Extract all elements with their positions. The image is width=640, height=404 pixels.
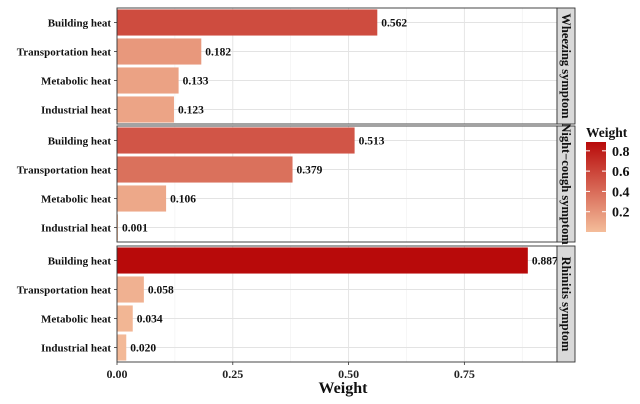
- facet-panel: 0.513 Building heat 0.379 Transportation he…: [17, 123, 576, 245]
- y-tick-label: Building heat: [48, 136, 112, 148]
- bar-value-label: 0.058: [148, 285, 174, 297]
- legend-colorbar: [586, 142, 606, 232]
- facet-strip: [556, 7, 576, 125]
- facet-strip-label: Rhinitis symptom: [559, 257, 573, 352]
- bar-value-label: 0.133: [183, 76, 209, 88]
- bar: [117, 38, 202, 65]
- x-tick-label: 0.00: [107, 367, 128, 381]
- bar-value-label: 0.513: [359, 136, 385, 148]
- legend-tick-label: 0.6: [612, 165, 630, 180]
- y-tick-label: Metabolic heat: [41, 194, 111, 206]
- bar: [117, 67, 179, 94]
- bar-value-label: 0.182: [205, 47, 231, 59]
- bar: [117, 247, 528, 274]
- bar: [117, 276, 144, 303]
- bar: [117, 96, 174, 123]
- y-tick-label: Transportation heat: [17, 285, 112, 297]
- y-tick-label: Transportation heat: [17, 47, 112, 59]
- bar: [117, 334, 127, 361]
- facet-strip: [556, 245, 576, 363]
- x-axis-title: Weight: [319, 380, 369, 397]
- bar-value-label: 0.887: [532, 256, 558, 268]
- bar-value-label: 0.379: [297, 165, 323, 177]
- x-tick-label: 0.75: [454, 367, 475, 381]
- facet-strip: [556, 125, 576, 243]
- x-tick-label: 0.50: [338, 367, 359, 381]
- legend-tick-label: 0.8: [612, 145, 630, 160]
- bar-value-label: 0.001: [122, 223, 148, 235]
- facet-panel: 0.887 Building heat 0.058 Transportation he…: [17, 245, 576, 363]
- facet-strip-label: Night−cough symptom: [559, 123, 573, 245]
- bar-value-label: 0.034: [137, 314, 163, 326]
- bar-value-label: 0.123: [178, 105, 204, 117]
- y-tick-label: Industrial heat: [41, 105, 111, 117]
- bar: [117, 156, 293, 183]
- facet-strip-label: Wheezing symptom: [559, 13, 573, 119]
- y-tick-label: Building heat: [48, 256, 112, 268]
- bar-value-label: 0.020: [130, 343, 156, 355]
- x-tick-label: 0.25: [222, 367, 243, 381]
- bar: [117, 185, 167, 212]
- bar: [117, 9, 378, 36]
- bar: [117, 127, 355, 154]
- bar: [117, 214, 118, 241]
- legend-title: Weight: [586, 125, 628, 140]
- bar-value-label: 0.106: [170, 194, 196, 206]
- y-tick-label: Building heat: [48, 18, 112, 30]
- legend-tick-label: 0.4: [612, 185, 630, 200]
- y-tick-label: Transportation heat: [17, 165, 112, 177]
- y-tick-label: Industrial heat: [41, 343, 111, 355]
- y-tick-label: Industrial heat: [41, 223, 111, 235]
- y-tick-label: Metabolic heat: [41, 76, 111, 88]
- bar-value-label: 0.562: [381, 18, 407, 30]
- bar: [117, 305, 133, 332]
- legend-tick-label: 0.2: [612, 206, 630, 221]
- facet-panel: 0.562 Building heat 0.182 Transportation he…: [17, 7, 576, 125]
- y-tick-label: Metabolic heat: [41, 314, 111, 326]
